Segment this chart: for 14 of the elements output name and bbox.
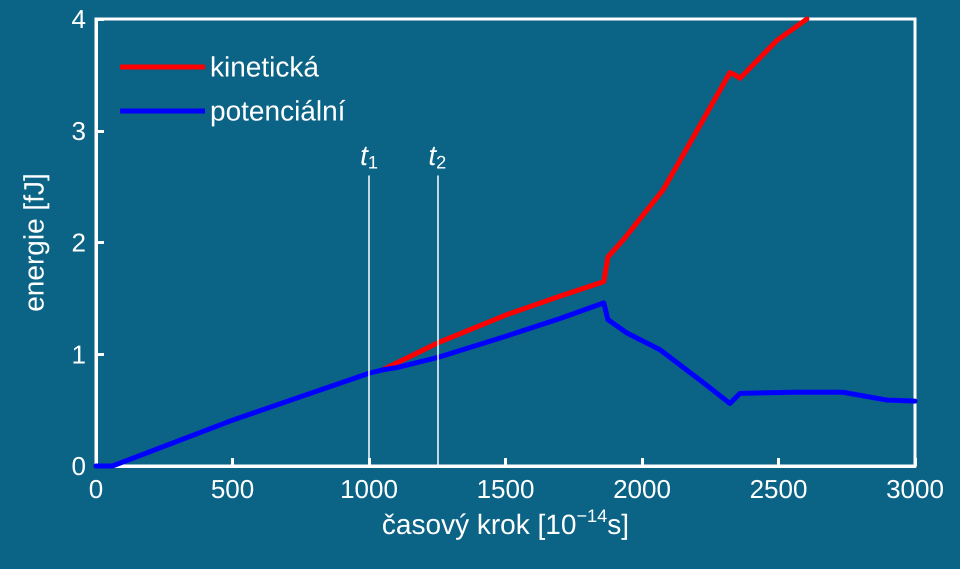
y-axis-title: energie [fJ]: [18, 173, 50, 312]
x-tick-label: 500: [210, 474, 254, 504]
x-tick-label: 2500: [750, 474, 808, 504]
y-tick-label: 4: [72, 4, 86, 34]
x-tick-label: 3000: [886, 474, 944, 504]
x-tick-label: 2000: [613, 474, 671, 504]
y-tick-label: 3: [72, 116, 86, 146]
legend-label: potenciální: [210, 96, 346, 126]
x-tick-label: 1500: [476, 474, 534, 504]
y-tick-label: 2: [72, 228, 86, 258]
y-tick-label: 1: [72, 339, 86, 370]
y-tick-label: 0: [72, 451, 86, 481]
legend-label: kinetická: [210, 52, 320, 82]
x-tick-label: 1000: [340, 474, 398, 504]
